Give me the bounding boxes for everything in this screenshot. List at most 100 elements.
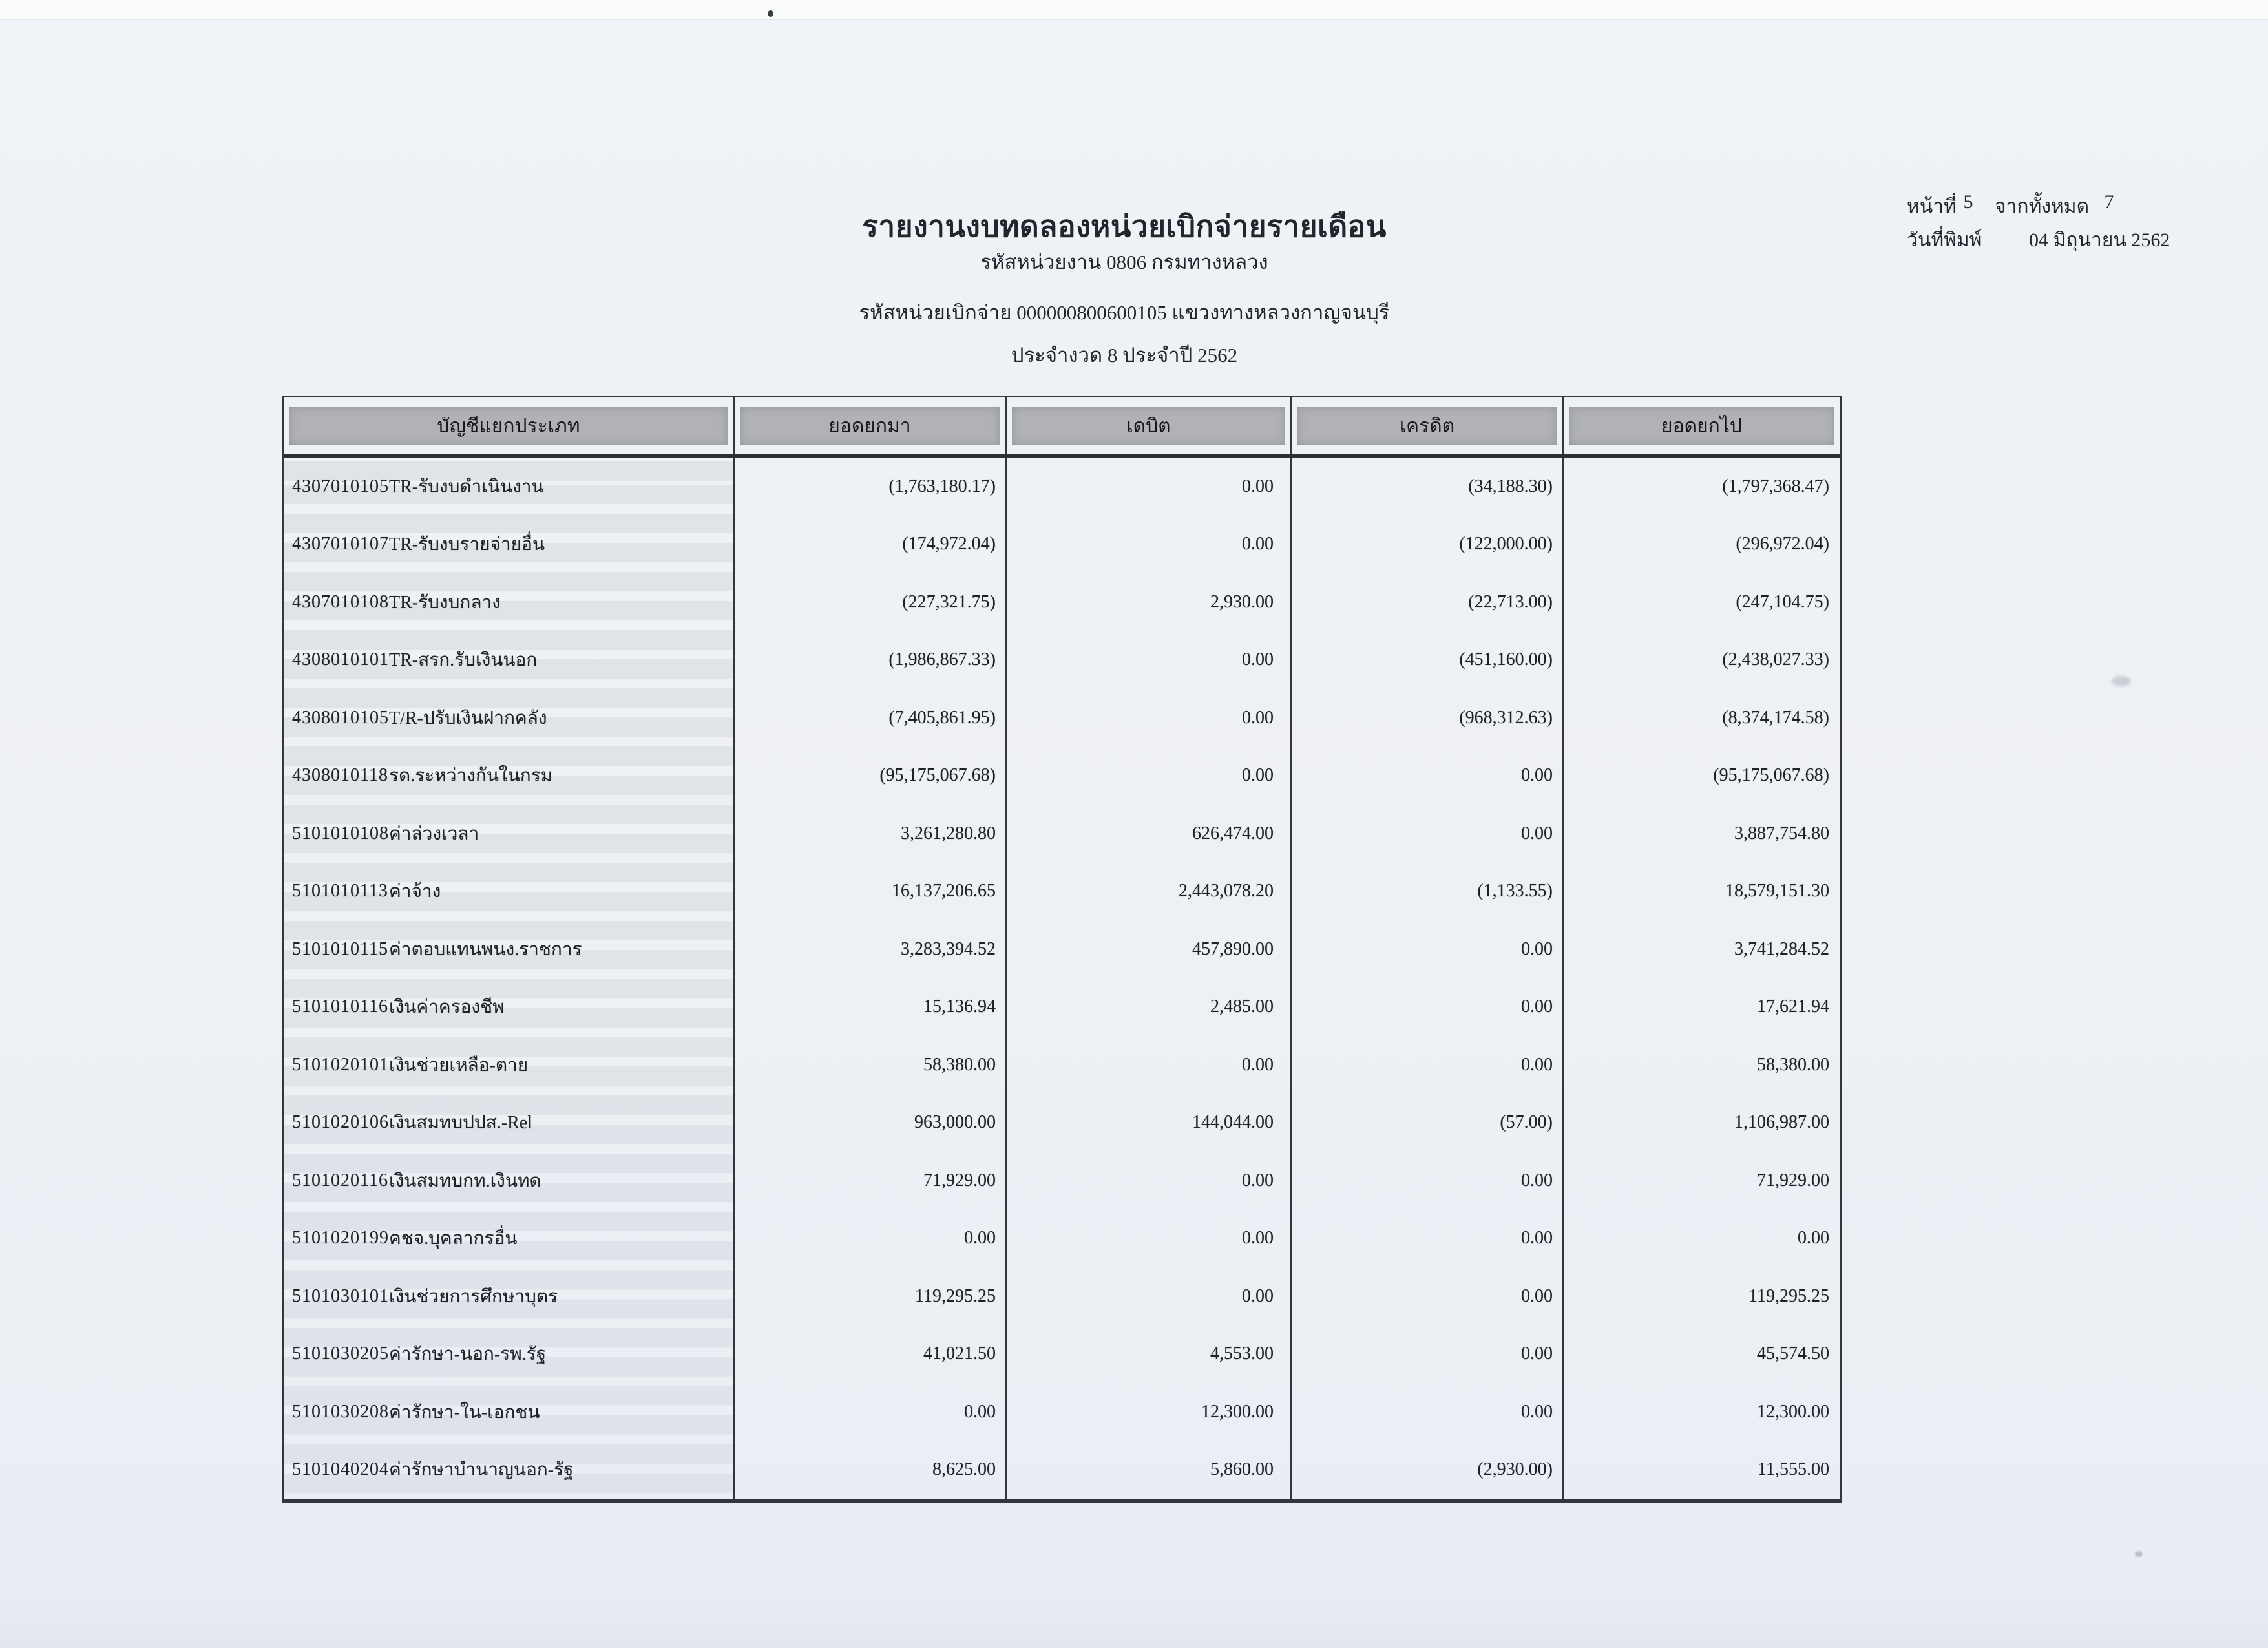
table-row: 5101030205 ค่ารักษา-นอก-รพ.รัฐ 41,021.50…	[284, 1325, 1840, 1383]
account-cell: 5101010116 เงินค่าครองชีพ	[284, 978, 735, 1036]
account-name: ค่ารักษา-ใน-เอกชน	[389, 1402, 540, 1422]
amount-brought-forward: (1,986,867.33)	[735, 631, 1007, 689]
account-cell: 4307010108 TR-รับงบกลาง	[284, 573, 735, 631]
account-cell: 5101020106 เงินสมทบปปส.-Rel	[284, 1093, 735, 1152]
account-code: 5101020199	[292, 1228, 389, 1249]
amount-credit: 0.00	[1292, 978, 1564, 1036]
page-number-label: หน้าที่	[1907, 196, 1957, 217]
table-row: 4308010118 รด.ระหว่างกันในกรม (95,175,06…	[284, 746, 1840, 805]
account-code: 5101020101	[292, 1054, 389, 1075]
account-name: TR-รับงบกลาง	[389, 592, 501, 613]
account-cell: 4308010105 T/R-ปรับเงินฝากคลัง	[284, 689, 735, 747]
print-date-label: วันที่พิมพ์	[1907, 229, 1982, 251]
account-code: 4308010118	[292, 765, 388, 786]
amount-brought-forward: 0.00	[735, 1209, 1007, 1267]
account-cell: 4307010107 TR-รับงบรายจ่ายอื่น	[284, 515, 735, 573]
amount-carried-forward: 17,621.94	[1757, 997, 1829, 1017]
amount-debit: 0.00	[1007, 746, 1292, 805]
amount-debit: 2,930.00	[1007, 573, 1292, 631]
amount-carried-forward: 12,300.00	[1757, 1401, 1829, 1422]
account-name: เงินสมทบปปส.-Rel	[389, 1113, 533, 1134]
header-cell: เดบิต	[1007, 397, 1292, 454]
period-line: ประจำงวด 8 ประจำปี 2562	[1011, 344, 1238, 366]
account-name: ค่ารักษา-นอก-รพ.รัฐ	[389, 1344, 547, 1365]
amount-debit: 0.00	[1007, 1267, 1292, 1326]
column-header-account: บัญชีแยกประเภท	[289, 407, 728, 445]
account-cell: 5101020116 เงินสมทบกท.เงินทด	[284, 1152, 735, 1210]
amount-carried-forward: 119,295.25	[1748, 1285, 1829, 1306]
amount-credit: 0.00	[1292, 805, 1564, 863]
amount-carried-forward: 71,929.00	[1757, 1170, 1829, 1190]
amount-brought-forward: 0.00	[735, 1383, 1007, 1441]
account-code: 4308010101	[292, 650, 389, 670]
amount-debit: 2,485.00	[1007, 978, 1292, 1036]
account-cell: 5101030205 ค่ารักษา-นอก-รพ.รัฐ	[284, 1325, 735, 1383]
amount-credit: (2,930.00)	[1292, 1441, 1564, 1499]
amount-credit: (34,188.30)	[1292, 458, 1564, 516]
amount-debit: 0.00	[1007, 515, 1292, 573]
table-row: 5101020106 เงินสมทบปปส.-Rel 963,000.00 1…	[284, 1093, 1840, 1152]
total-pages-value: 7	[2104, 191, 2114, 213]
amount-credit: 0.00	[1292, 1209, 1564, 1267]
zebra-stripes	[284, 458, 735, 1499]
amount-credit: 0.00	[1292, 1152, 1564, 1210]
account-name: ค่าล่วงเวลา	[389, 823, 479, 844]
amount-credit: 0.00	[1292, 1325, 1564, 1383]
table-row: 5101030208 ค่ารักษา-ใน-เอกชน 0.00 12,300…	[284, 1383, 1840, 1441]
table-row: 5101040204 ค่ารักษาบำนาญนอก-รัฐ 8,625.00…	[284, 1441, 1840, 1499]
account-cell: 5101010108 ค่าล่วงเวลา	[284, 805, 735, 863]
amount-carried-forward: 58,380.00	[1757, 1054, 1829, 1075]
scan-top-strip	[0, 0, 2268, 20]
amount-brought-forward: 963,000.00	[735, 1093, 1007, 1152]
account-code: 5101010108	[292, 823, 389, 843]
amount-credit: 0.00	[1292, 1036, 1564, 1094]
amount-debit: 0.00	[1007, 458, 1292, 516]
column-header-carried-forward: ยอดยกไป	[1569, 407, 1834, 445]
table-row: 4307010105 TR-รับงบดำเนินงาน (1,763,180.…	[284, 458, 1840, 516]
amount-debit: 0.00	[1007, 689, 1292, 747]
amount-debit: 5,860.00	[1007, 1441, 1292, 1499]
account-cell: 5101020101 เงินช่วยเหลือ-ตาย	[284, 1036, 735, 1094]
table-row: 5101010108 ค่าล่วงเวลา 3,261,280.80 626,…	[284, 805, 1840, 863]
account-cell: 5101010115 ค่าตอบแทนพนง.ราชการ	[284, 920, 735, 978]
amount-brought-forward: (1,763,180.17)	[735, 458, 1007, 516]
account-code: 4307010108	[292, 591, 389, 612]
amount-brought-forward: 3,283,394.52	[735, 920, 1007, 978]
amount-carried-forward: 45,574.50	[1757, 1344, 1829, 1364]
amount-debit: 626,474.00	[1007, 805, 1292, 863]
print-date-value: 04 มิถุนายน 2562	[2029, 229, 2170, 251]
amount-carried-forward: (8,374,174.58)	[1722, 707, 1829, 728]
account-cell: 5101020199 คชจ.บุคลากรอื่น	[284, 1209, 735, 1267]
amount-brought-forward: 3,261,280.80	[735, 805, 1007, 863]
table-row: 5101010113 ค่าจ้าง 16,137,206.65 2,443,0…	[284, 862, 1840, 920]
amount-credit: (22,713.00)	[1292, 573, 1564, 631]
table-row: 5101020199 คชจ.บุคลากรอื่น 0.00 0.00 0.0…	[284, 1209, 1840, 1267]
amount-carried-forward: 11,555.00	[1758, 1459, 1829, 1480]
page-number-value: 5	[1963, 191, 1973, 213]
amount-credit: (968,312.63)	[1292, 689, 1564, 747]
amount-brought-forward: (95,175,067.68)	[735, 746, 1007, 805]
account-code: 5101040204	[292, 1459, 389, 1480]
account-cell: 4308010101 TR-สรก.รับเงินนอก	[284, 631, 735, 689]
amount-credit: 0.00	[1292, 1267, 1564, 1326]
account-name: TR-รับงบรายจ่ายอื่น	[389, 534, 545, 555]
amount-brought-forward: (227,321.75)	[735, 573, 1007, 631]
amount-carried-forward: (1,797,368.47)	[1722, 476, 1829, 496]
amount-brought-forward: 16,137,206.65	[735, 862, 1007, 920]
scan-speck	[768, 10, 773, 17]
amount-credit: (1,133.55)	[1292, 862, 1564, 920]
agency-code-line: รหัสหน่วยงาน 0806 กรมทางหลวง	[980, 251, 1268, 273]
table-row: 4307010107 TR-รับงบรายจ่ายอื่น (174,972.…	[284, 515, 1840, 573]
account-code: 5101010115	[292, 938, 388, 959]
header-cell: ยอดยกไป	[1564, 397, 1840, 454]
account-cell: 5101010113 ค่าจ้าง	[284, 862, 735, 920]
account-name: รด.ระหว่างกันในกรม	[389, 766, 553, 787]
column-header-credit: เครดิต	[1297, 407, 1557, 445]
ledger-table-header: บัญชีแยกประเภท ยอดยกมา เดบิต เครดิต ยอดย…	[284, 397, 1840, 458]
account-code: 5101030208	[292, 1401, 389, 1422]
account-cell: 5101040204 ค่ารักษาบำนาญนอก-รัฐ	[284, 1441, 735, 1499]
amount-carried-forward: (95,175,067.68)	[1713, 765, 1829, 786]
account-code: 5101020116	[292, 1170, 388, 1190]
table-row: 4308010105 T/R-ปรับเงินฝากคลัง (7,405,86…	[284, 689, 1840, 747]
ledger-table-body: 4307010105 TR-รับงบดำเนินงาน (1,763,180.…	[284, 458, 1840, 1499]
